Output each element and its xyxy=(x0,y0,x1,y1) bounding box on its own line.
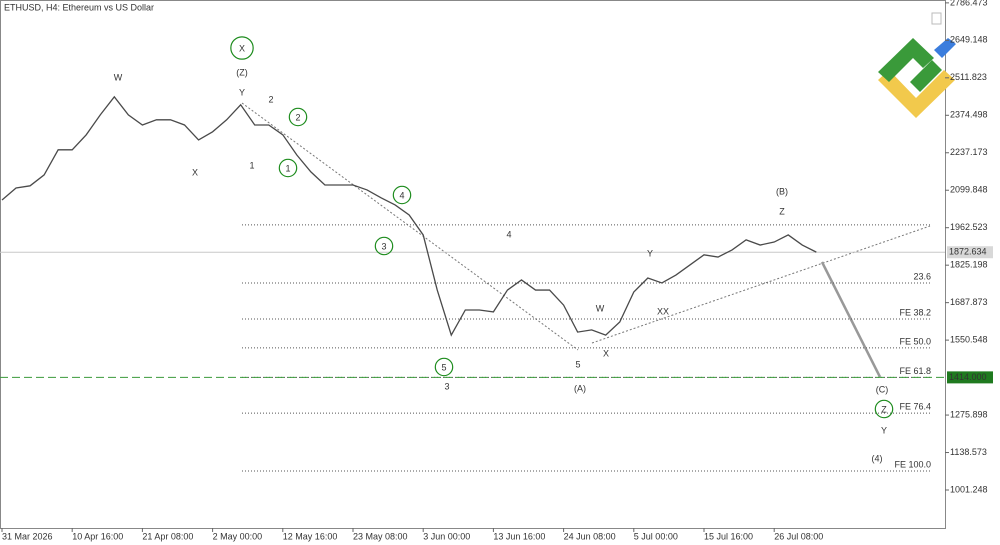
wave-label: (A) xyxy=(574,383,586,393)
wave-circle xyxy=(230,36,254,60)
x-tick-label: 24 Jun 08:00 xyxy=(564,531,616,541)
price-tag xyxy=(947,371,993,384)
wave-circle xyxy=(278,158,298,178)
projection-line xyxy=(820,261,882,378)
wave-circle xyxy=(288,107,308,127)
y-tick-label: 1550.548 xyxy=(950,334,988,344)
wave-label: Z xyxy=(779,206,785,216)
wave-label: 2 xyxy=(295,112,300,122)
wave-label: X xyxy=(239,43,245,53)
wave-label: X xyxy=(603,348,609,358)
x-tick-label: 26 Jul 08:00 xyxy=(774,531,823,541)
level-label: FE 38.2 xyxy=(899,307,931,317)
y-tick-label: 2099.848 xyxy=(950,185,988,195)
wave-circle xyxy=(434,357,454,377)
wave-label: Y xyxy=(881,425,887,435)
wave-label: W xyxy=(114,72,123,82)
x-tick-label: 23 May 08:00 xyxy=(353,531,408,541)
wave-label: 1 xyxy=(249,160,254,170)
y-tick-label: 2511.823 xyxy=(950,72,987,82)
wave-label: (C) xyxy=(876,384,889,394)
wave-label: 2 xyxy=(268,94,273,104)
wave-label: W xyxy=(596,303,605,313)
y-tick-label: 1825.198 xyxy=(950,260,988,270)
level-label: 23.6 xyxy=(913,271,931,281)
y-tick-label: 2374.498 xyxy=(950,110,988,120)
wave-label: 3 xyxy=(381,241,386,251)
price-tag-label: 1414.000 xyxy=(949,372,987,382)
y-tick-label: 1962.523 xyxy=(950,222,988,232)
y-tick-label: 2786.473 xyxy=(950,0,988,7)
chart-title: ETHUSD, H4: Ethereum vs US Dollar xyxy=(4,2,154,12)
y-tick-label: 1138.573 xyxy=(950,447,987,457)
x-tick-label: 31 Mar 2026 xyxy=(2,531,53,541)
x-tick-label: 15 Jul 16:00 xyxy=(704,531,753,541)
wave-label: (B) xyxy=(776,186,788,196)
wave-label: 5 xyxy=(575,359,580,369)
wave-label: 3 xyxy=(444,381,449,391)
x-tick-label: 5 Jul 00:00 xyxy=(634,531,678,541)
icon xyxy=(931,12,942,25)
x-tick-label: 21 Apr 08:00 xyxy=(142,531,193,541)
x-tick-label: 12 May 16:00 xyxy=(283,531,338,541)
wave-circle xyxy=(392,185,412,205)
y-tick-label: 2649.148 xyxy=(950,35,988,45)
wave-label: 4 xyxy=(506,229,511,239)
price-line-series xyxy=(1,95,817,337)
logo xyxy=(878,38,956,118)
wave-label: 4 xyxy=(399,190,404,200)
level-label: FE 100.0 xyxy=(894,459,931,469)
last-price-label: 1872.634 xyxy=(949,247,987,257)
x-tick-label: 10 Apr 16:00 xyxy=(72,531,123,541)
wave-label: XX xyxy=(657,306,669,316)
wave-label: Y xyxy=(647,248,653,258)
y-tick-label: 1001.248 xyxy=(950,484,988,494)
wave-label: (Z) xyxy=(236,67,248,77)
trend-line xyxy=(241,102,579,351)
wave-label: 5 xyxy=(441,362,446,372)
y-tick-label: 1687.873 xyxy=(950,297,988,307)
x-tick-label: 13 Jun 16:00 xyxy=(493,531,545,541)
x-tick-label: 2 May 00:00 xyxy=(213,531,263,541)
level-label: FE 50.0 xyxy=(899,336,931,346)
wave-circle xyxy=(874,399,894,419)
wave-label: Y xyxy=(239,87,245,97)
y-tick-label: 2237.173 xyxy=(950,147,988,157)
wave-label: 1 xyxy=(285,163,290,173)
level-label: FE 76.4 xyxy=(899,401,931,411)
level-label: FE 61.8 xyxy=(899,366,931,376)
plot-frame xyxy=(0,0,946,529)
wave-label: (4) xyxy=(872,453,883,463)
wave-label: Z xyxy=(881,404,887,414)
wave-label: X xyxy=(192,167,198,177)
last-price-tag xyxy=(947,246,993,259)
y-tick-label: 1275.898 xyxy=(950,409,988,419)
wave-circle xyxy=(374,236,394,256)
x-tick-label: 3 Jun 00:00 xyxy=(423,531,470,541)
